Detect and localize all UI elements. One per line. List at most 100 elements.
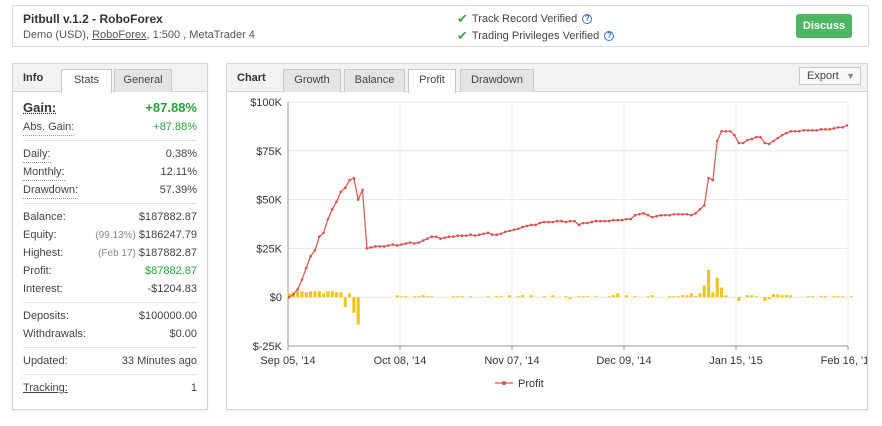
updated-label: Updated:	[23, 355, 68, 367]
data-point	[408, 241, 412, 244]
help-icon[interactable]: ?	[604, 31, 615, 41]
tab-profit[interactable]: Profit	[408, 69, 456, 93]
bar	[806, 296, 810, 298]
bar	[750, 295, 754, 298]
data-point	[521, 225, 524, 229]
data-point	[391, 243, 395, 246]
bar	[720, 287, 724, 298]
data-point	[625, 217, 628, 221]
data-point	[642, 211, 645, 215]
data-point	[300, 278, 304, 281]
drawdown-label: Drawdown:	[23, 181, 79, 199]
tracking-link[interactable]: Tracking:	[23, 382, 68, 394]
data-point	[573, 219, 576, 223]
broker-link[interactable]: RoboForex	[92, 29, 147, 41]
data-point	[612, 218, 615, 222]
tab-drawdown[interactable]: Drawdown	[460, 69, 534, 92]
bar	[754, 296, 758, 298]
bar	[430, 296, 434, 298]
export-button[interactable]: Export ▼	[799, 67, 861, 85]
data-point	[421, 239, 425, 242]
highest-label: Highest:	[23, 247, 64, 259]
y-tick-label: $100K	[250, 97, 282, 109]
bar	[516, 296, 520, 298]
tab-general[interactable]: General	[114, 69, 172, 92]
data-point	[465, 234, 468, 238]
data-point	[776, 136, 780, 140]
data-point	[802, 129, 806, 132]
data-point	[387, 244, 390, 247]
data-point	[378, 245, 382, 248]
data-point	[330, 208, 334, 211]
bar	[836, 296, 840, 298]
interest-label: Interest:	[23, 283, 63, 295]
system-header: Pitbull v.1.2 - RoboForex Demo (USD), Ro…	[12, 5, 869, 47]
data-point	[564, 220, 568, 224]
data-point	[793, 129, 797, 133]
data-point	[646, 213, 650, 217]
bar	[577, 296, 581, 298]
discuss-button[interactable]: Discuss	[796, 14, 852, 38]
bar	[585, 296, 590, 298]
data-point	[599, 219, 602, 223]
bar	[451, 296, 455, 298]
data-point	[711, 178, 715, 182]
data-point	[538, 221, 542, 225]
data-point	[633, 213, 637, 217]
withdrawals-label: Withdrawals:	[23, 328, 86, 340]
data-point	[798, 129, 801, 133]
bar	[767, 297, 771, 300]
data-point	[707, 176, 710, 180]
tab-growth[interactable]: Growth	[283, 69, 341, 92]
data-point	[715, 139, 719, 143]
tracking-value: 1	[190, 382, 197, 394]
data-point	[577, 223, 581, 227]
data-point	[664, 213, 667, 217]
data-point	[594, 219, 598, 223]
tab-balance[interactable]: Balance	[344, 69, 405, 92]
data-point	[322, 231, 325, 235]
bar	[542, 296, 546, 298]
updated-row: Updated: 33 Minutes ago	[23, 352, 197, 370]
chart-panel: Chart Growth Balance Profit Drawdown Exp…	[226, 63, 868, 410]
bar	[399, 296, 404, 298]
bar	[412, 296, 416, 298]
export-label: Export	[807, 70, 839, 82]
deposits-value: $100000.00	[138, 310, 197, 322]
data-point	[529, 223, 533, 227]
bar	[287, 293, 291, 298]
data-point	[512, 228, 516, 232]
highest-date: (Feb 17)	[98, 248, 136, 259]
data-point	[754, 135, 758, 139]
bar	[784, 295, 788, 298]
data-point	[746, 138, 749, 142]
data-point	[542, 220, 546, 224]
data-point	[456, 234, 459, 238]
data-point	[534, 223, 537, 227]
data-point	[343, 186, 347, 190]
bar	[685, 295, 689, 298]
bar	[460, 296, 464, 298]
data-point	[841, 126, 844, 129]
bar	[780, 295, 784, 298]
data-point	[785, 131, 788, 135]
bar	[594, 296, 598, 298]
abs-gain-label: Abs. Gain:	[23, 118, 75, 136]
data-point	[607, 219, 611, 223]
data-point	[417, 241, 421, 244]
deposits-label: Deposits:	[23, 310, 69, 322]
data-point	[819, 128, 823, 131]
data-point	[832, 127, 836, 130]
data-point	[737, 141, 741, 145]
legend-label: Profit	[518, 378, 544, 390]
data-point	[638, 212, 641, 216]
bar	[672, 296, 676, 298]
bar	[776, 294, 780, 298]
help-icon[interactable]: ?	[582, 14, 593, 24]
daily-value: 0.38%	[165, 148, 197, 160]
tab-stats[interactable]: Stats	[61, 69, 112, 93]
deposits-row: Deposits: $100000.00	[23, 307, 197, 325]
bar	[832, 296, 836, 298]
data-point	[296, 288, 299, 291]
bar	[495, 296, 499, 298]
